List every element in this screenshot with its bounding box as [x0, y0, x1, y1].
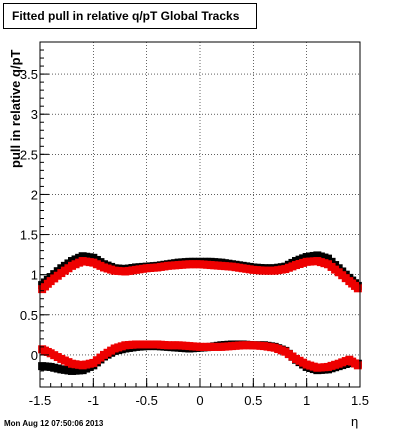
- x-tick-label: 1: [303, 393, 310, 408]
- data-series: [38, 251, 362, 375]
- data-point: [353, 284, 362, 293]
- y-tick-label: 3: [31, 107, 38, 122]
- timestamp: Mon Aug 12 07:50:06 2013: [4, 419, 104, 428]
- x-tick-label: -0.5: [135, 393, 157, 408]
- axes: -1.5 -1 -0.5 0 0.5 1 1.5 0 0.5 1 1.5 2 2.5 3 3.5: [20, 41, 369, 408]
- data-point: [353, 361, 362, 370]
- x-tick-label: 0: [196, 393, 203, 408]
- x-tick-label: -1.5: [29, 393, 51, 408]
- y-tick-label: 0: [31, 348, 38, 363]
- grid-lines: [40, 42, 360, 387]
- x-tick-label: 0.5: [244, 393, 262, 408]
- y-tick-label: 0.5: [20, 308, 38, 323]
- y-tick-label: 1.5: [20, 228, 38, 243]
- x-tick-label: 1.5: [351, 393, 369, 408]
- y-tick-label: 3.5: [20, 67, 38, 82]
- x-axis-label: η: [351, 414, 359, 429]
- y-axis-label: pull in relative q/pT: [8, 49, 23, 168]
- y-tick-label: 1: [31, 268, 38, 283]
- x-tick-label: -1: [88, 393, 100, 408]
- series-1: [38, 257, 362, 294]
- y-tick-label: 2.5: [20, 147, 38, 162]
- series-3: [38, 340, 362, 372]
- y-tick-label: 2: [31, 187, 38, 202]
- chart-title: Fitted pull in relative q/pT Global Trac…: [3, 3, 257, 29]
